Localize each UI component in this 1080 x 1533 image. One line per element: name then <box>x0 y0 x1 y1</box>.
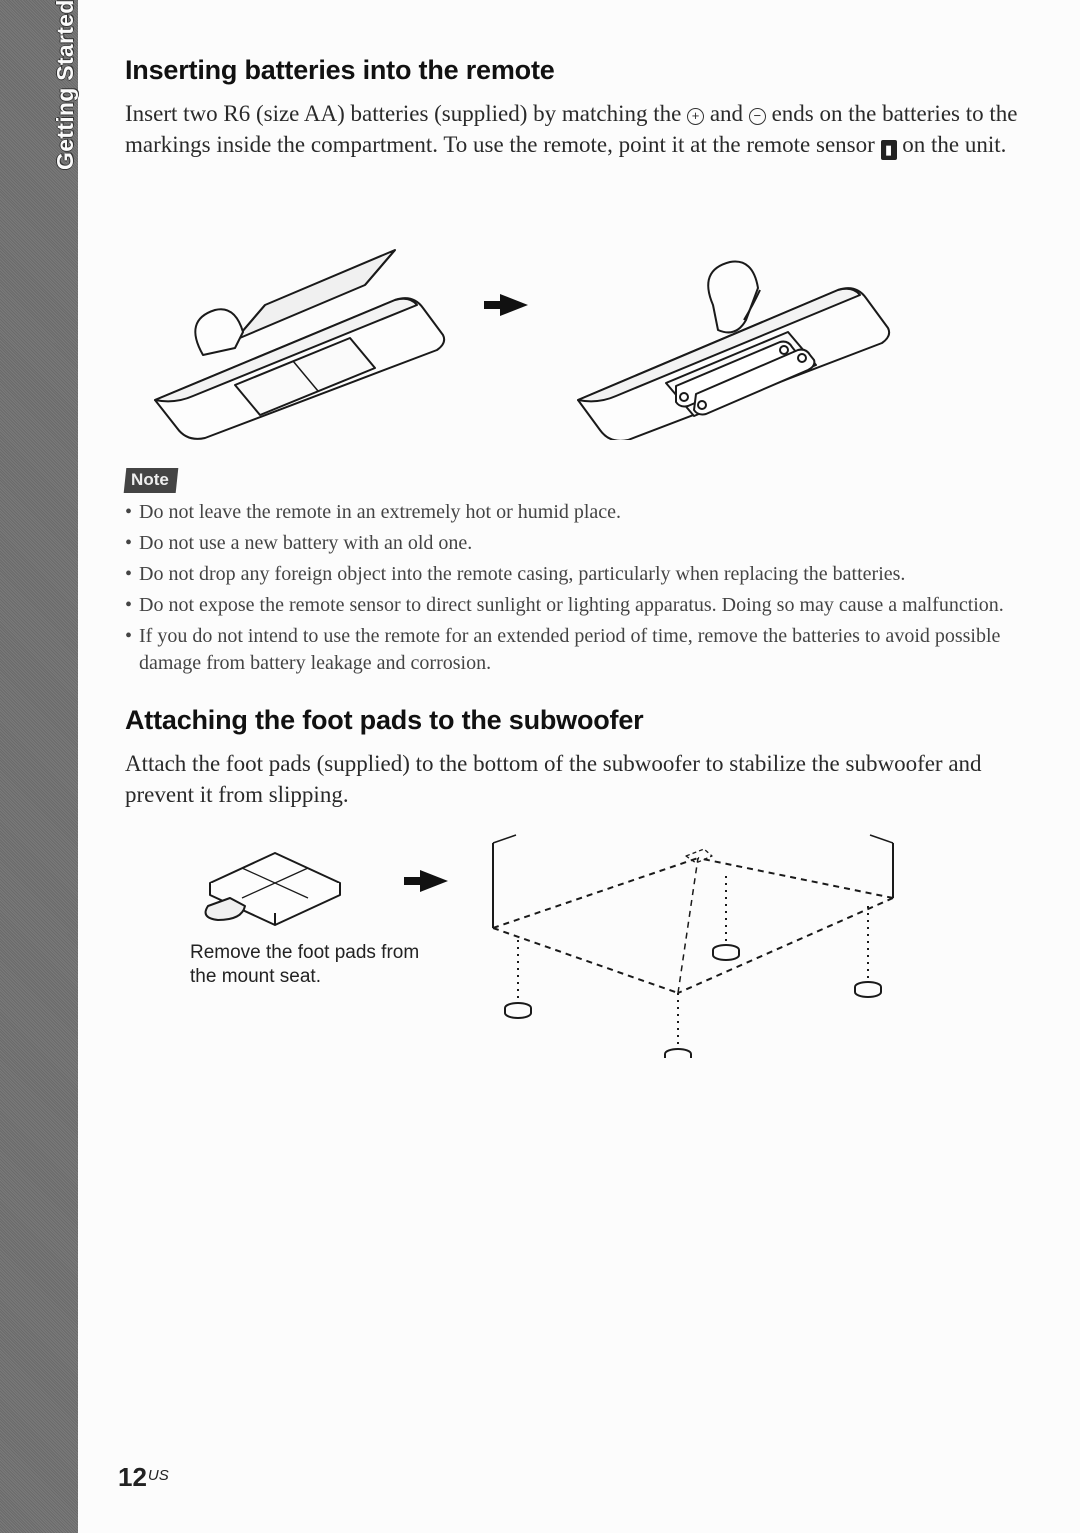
illustration-subwoofer-bottom <box>478 828 908 1058</box>
note-item: Do not expose the remote sensor to direc… <box>125 592 1050 619</box>
heading-batteries: Inserting batteries into the remote <box>125 55 1050 86</box>
notes-list: Do not leave the remote in an extremely … <box>125 499 1050 677</box>
arrow-icon <box>420 870 448 892</box>
minus-icon: − <box>749 108 766 125</box>
illustration-remote-open <box>125 190 455 440</box>
page-content: Inserting batteries into the remote Inse… <box>125 55 1050 1058</box>
note-item: Do not leave the remote in an extremely … <box>125 499 1050 526</box>
page-number-value: 12 <box>118 1462 147 1492</box>
text-frag-1d: on the unit. <box>902 132 1006 157</box>
footpad-sheet-group: Remove the foot pads from the mount seat… <box>190 828 448 989</box>
note-tag-label: Note <box>131 470 169 490</box>
heading-footpads: Attaching the foot pads to the subwoofer <box>125 705 1050 736</box>
note-item: Do not drop any foreign object into the … <box>125 561 1050 588</box>
plus-icon: + <box>687 108 704 125</box>
note-tag: Note <box>124 468 178 493</box>
diagram-batteries <box>125 190 1050 450</box>
diagram-footpads: Remove the foot pads from the mount seat… <box>125 828 1050 1058</box>
paragraph-footpads: Attach the foot pads (supplied) to the b… <box>125 748 1050 810</box>
note-item: If you do not intend to use the remote f… <box>125 623 1050 677</box>
arrow-icon <box>500 294 528 316</box>
illustration-remote-batteries <box>548 190 908 440</box>
side-tab: Getting Started <box>0 0 78 1533</box>
side-tab-label: Getting Started <box>52 0 79 170</box>
text-frag-1a: Insert two R6 (size AA) batteries (suppl… <box>125 101 687 126</box>
note-item: Do not use a new battery with an old one… <box>125 530 1050 557</box>
paragraph-batteries: Insert two R6 (size AA) batteries (suppl… <box>125 98 1050 160</box>
footpad-caption: Remove the foot pads from the mount seat… <box>190 941 420 989</box>
text-frag-1b: and <box>710 101 749 126</box>
illustration-footpad-sheet <box>190 828 360 933</box>
remote-sensor-icon: ▮ <box>881 140 897 160</box>
section-footpads: Attaching the foot pads to the subwoofer… <box>125 705 1050 1058</box>
page-number: 12US <box>118 1462 169 1493</box>
page-region: US <box>148 1467 169 1484</box>
